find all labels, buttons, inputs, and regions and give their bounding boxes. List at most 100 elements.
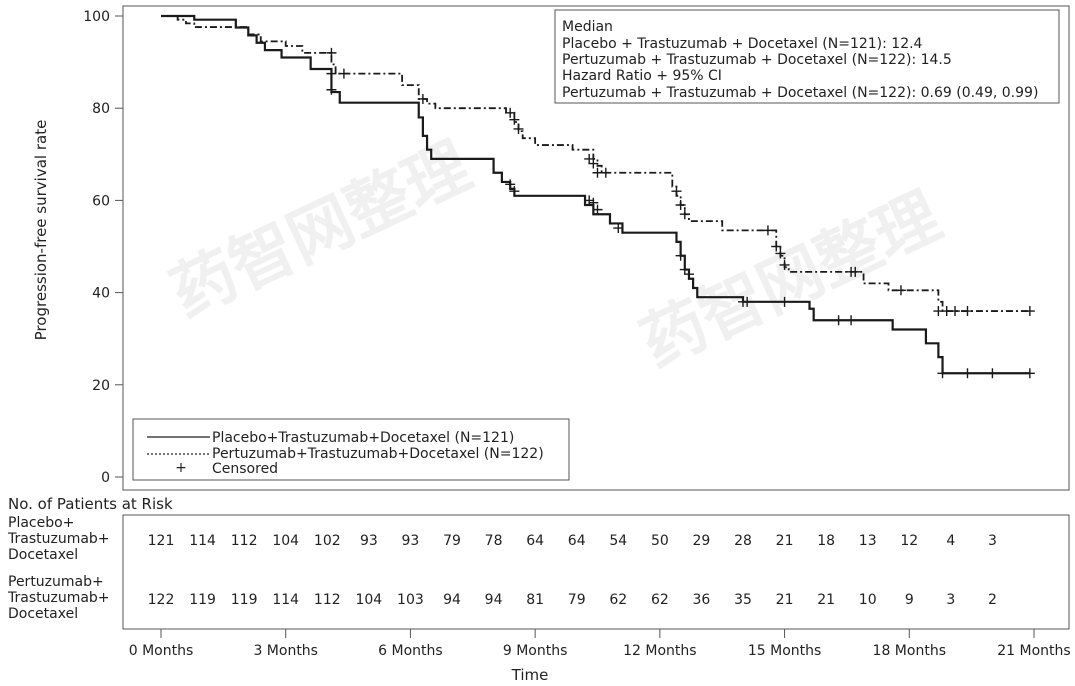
y-tick-label: 0 [101,470,110,486]
censored-marker [962,306,973,317]
risk-row-label: Docetaxel [8,606,78,622]
plot-frame [122,5,1070,491]
watermark-text: 药智网整理 [160,130,481,332]
y-tick-label: 40 [92,286,110,302]
risk-value: 79 [568,592,586,608]
risk-value: 112 [314,592,341,608]
legend-frame [132,418,570,481]
censored-marker [937,368,948,379]
censored-marker [679,209,690,220]
legend: Placebo+Trastuzumab+Docetaxel (N=121) Pe… [132,418,570,481]
censored-marker [846,315,857,326]
censored-marker [600,167,611,178]
censored-marker [584,153,595,164]
risk-row-label: Trastuzumab+ [7,531,110,547]
censored-marker [675,200,686,211]
risk-value: 36 [693,592,711,608]
risk-value: 79 [443,533,461,549]
risk-value: 122 [148,592,175,608]
risk-value: 50 [651,533,669,549]
censored-marker [779,259,790,270]
censored-marker [962,368,973,379]
risk-value: 112 [231,533,258,549]
censored-marker [895,285,906,296]
risk-value: 10 [859,592,877,608]
y-axis: 0 20 40 60 80 100 [83,9,123,486]
censored-marker [513,123,524,134]
censored-marker [326,84,337,95]
risk-value: 93 [360,533,378,549]
risk-value: 62 [651,592,669,608]
risk-value: 9 [905,592,914,608]
censored-marker [1024,368,1035,379]
y-tick-label: 20 [92,378,110,394]
censored-marker [588,158,599,169]
risk-table-heading: No. of Patients at Risk [8,495,173,513]
risk-value: 64 [568,533,586,549]
censored-marker [987,368,998,379]
risk-value: 54 [609,533,627,549]
censored-marker [779,296,790,307]
censored-marker [326,68,337,79]
x-tick-label: 15 Months [748,643,821,659]
risk-row-label: Pertuzumab+ [8,574,104,590]
risk-value: 103 [397,592,424,608]
risk-value: 119 [231,592,258,608]
censored-marker [509,114,520,125]
censored-marker [588,197,599,208]
risk-value: 104 [272,533,299,549]
legend-label: Censored [212,461,278,477]
x-tick-label: 12 Months [623,643,696,659]
risk-value: 13 [859,533,877,549]
risk-row-label: Placebo+ [8,515,74,531]
censored-marker [775,248,786,259]
censored-marker [742,296,753,307]
x-tick-label: 3 Months [253,643,318,659]
risk-row-label: Trastuzumab+ [7,590,110,606]
censored-markers [326,47,1035,379]
series-line-placebo [161,14,1030,375]
risk-value: 21 [776,533,794,549]
censored-marker [683,269,694,280]
annotation-line: Pertuzumab + Trastuzumab + Docetaxel (N=… [562,85,1038,101]
censored-marker [505,179,516,190]
risk-value: 2 [988,592,997,608]
risk-value: 78 [485,533,503,549]
watermark: 药智网整理 药智网整理 [160,130,951,382]
series-layer [161,14,1030,375]
censored-marker [592,204,603,215]
censored-marker [417,93,428,104]
risk-value: 93 [402,533,420,549]
annotation-line: Pertuzumab + Trastuzumab + Docetaxel (N=… [562,52,952,68]
risk-value: 81 [526,592,544,608]
risk-value: 35 [734,592,752,608]
annotation-frame [554,9,1060,104]
censored-marker [505,107,516,118]
legend-censored-marker: + [175,460,187,476]
y-tick-label: 100 [83,9,110,25]
risk-value: 119 [189,592,216,608]
risk-value: 114 [272,592,299,608]
risk-value: 12 [900,533,918,549]
censored-marker [1024,306,1035,317]
risk-value: 3 [988,533,997,549]
censored-marker [338,68,349,79]
risk-row-label: Docetaxel [8,547,78,563]
legend-label: Placebo+Trastuzumab+Docetaxel (N=121) [212,430,514,446]
risk-value: 64 [526,533,544,549]
risk-value: 3 [946,592,955,608]
risk-value: 114 [189,533,216,549]
censored-marker [950,306,961,317]
risk-value: 21 [817,592,835,608]
censored-marker [671,186,682,197]
annotation-line: Median [562,19,613,35]
risk-table-frame [122,514,1070,630]
x-axis-label: Time [511,666,549,684]
censored-marker [850,266,861,277]
y-tick-label: 60 [92,193,110,209]
x-tick-label: 21 Months [997,643,1070,659]
risk-value: 121 [148,533,175,549]
censored-marker [584,195,595,206]
